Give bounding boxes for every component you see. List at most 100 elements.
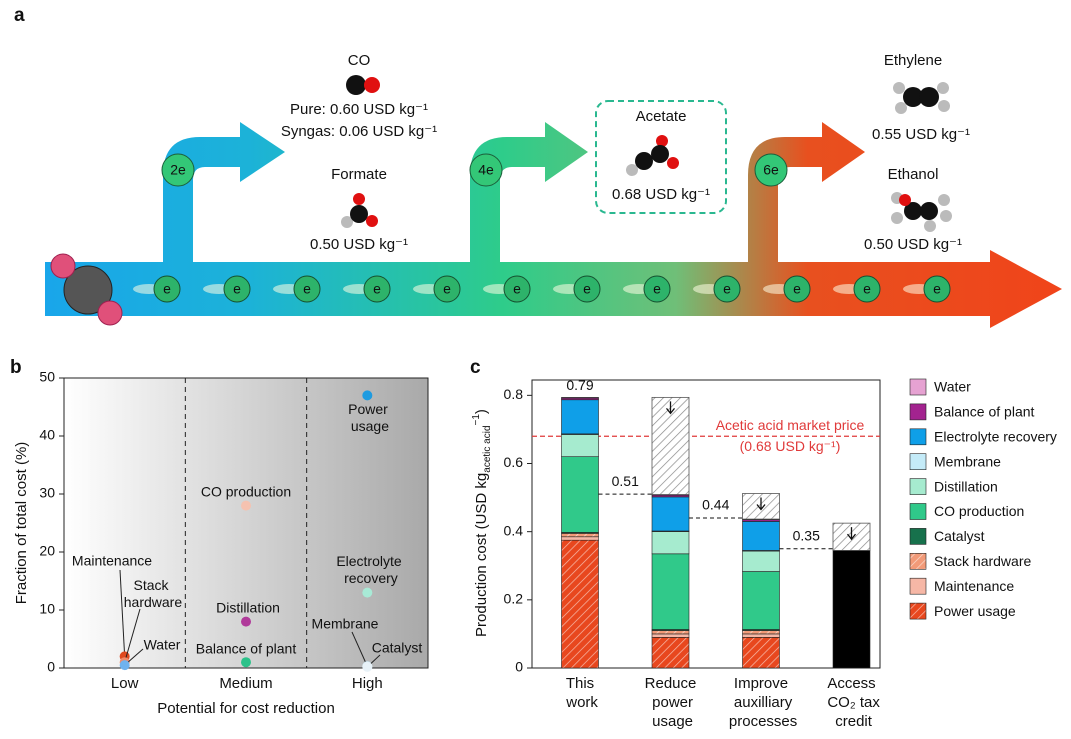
down-arrow [756,497,766,511]
product-name: Ethanol [888,166,939,183]
molecule [656,135,668,147]
electron [153,275,181,303]
y-tick-label: 0 [47,659,55,675]
molecule [924,220,936,232]
branch-arrow [163,122,285,262]
bar-segment [561,539,599,669]
point-label: Membrane [312,616,379,632]
legend-label: Electrolyte recovery [934,429,1057,445]
electron-label: e [793,281,801,297]
electron [293,275,321,303]
molecule [63,265,113,315]
electron [783,275,811,303]
molecule [635,152,653,170]
legend-label: Water [934,379,971,395]
y-tick-label: 30 [39,485,55,501]
electron-label: e [233,281,241,297]
legend-label: Balance of plant [934,404,1035,420]
panel-b: b 0 10 20 30 40 50 Low Medium High Potential for c… [10,357,429,717]
bar-segment [561,533,599,538]
legend-swatch [909,453,927,471]
bar-segment [651,553,690,630]
highlight-box [595,100,727,214]
bar-segment [832,550,871,669]
legend-label: Membrane [934,453,1001,469]
x-tick-label: Improve auxilliary processes [725,675,798,730]
bar-segment [651,531,690,555]
y-tick-label: 0.2 [504,591,524,607]
legend-swatch [909,602,927,620]
point [362,661,373,672]
point [241,500,251,511]
point [362,390,373,401]
step-badge [754,153,788,187]
molecule [919,87,939,107]
plot-frame [531,379,881,669]
point [241,657,251,668]
legend-swatch [909,503,927,520]
bar-segment [561,536,599,541]
point-label: CO production [201,484,291,500]
branch-arrow [748,122,865,262]
molecule [920,202,938,220]
panel-label: b [10,357,22,378]
molecule [364,77,380,93]
electron [923,275,951,303]
product-name: Formate [331,166,387,183]
bar-segment [742,571,780,630]
molecule [346,75,366,95]
molecule [903,87,923,107]
step-label: 6e [763,162,779,178]
electron [503,275,531,303]
step-label: 4e [478,162,494,178]
electron [713,275,741,303]
price: Pure: 0.60 USD kg⁻¹ [290,101,428,118]
y-axis-label-part: ) [473,409,490,414]
electron-label: e [863,281,871,297]
step-badge [161,153,195,187]
electron-label: e [513,281,521,297]
price: 0.50 USD kg⁻¹ [864,236,962,253]
product-name: Acetate [636,108,687,125]
bar-segment [742,630,780,635]
y-axis-label-part: acetic acid [482,425,493,472]
price: 0.50 USD kg⁻¹ [310,236,408,253]
bar-segment [742,637,780,669]
electron-label: e [373,281,381,297]
point [241,616,251,627]
x-tick-label: Medium [219,675,272,692]
x-tick-label: Access CO₂ tax credit [823,675,880,730]
y-tick-label: 0.8 [504,386,524,402]
branch-arrow [470,122,588,262]
molecule [895,102,907,114]
molecule [899,194,911,206]
x-tick-label: This work [562,675,598,711]
panel-label: a [14,5,25,26]
molecule [366,215,378,227]
point-label: Distillation [216,600,280,616]
bar-segment [651,496,690,532]
electron-label: e [723,281,731,297]
down-arrow [665,401,676,415]
electron-label: e [163,281,171,297]
reference-label: (0.68 USD kg⁻¹) [740,438,841,454]
step-label: 2e [170,162,186,178]
price: 0.68 USD kg⁻¹ [612,186,710,203]
total-label: 0.51 [612,473,639,489]
bar-segment [651,630,690,635]
price: Syngas: 0.06 USD kg⁻¹ [281,123,437,140]
plot-frame [63,377,429,669]
bar-segment [561,434,599,457]
molecule [938,194,950,206]
molecule [50,253,76,279]
y-axis-label-part: Production cost (USD kg [473,473,490,637]
electron-label: e [583,281,591,297]
total-label: 0.44 [702,497,729,513]
legend-swatch [909,403,927,421]
down-arrow [846,527,857,541]
bar-segment [742,633,780,638]
point [119,660,130,671]
electron-label: e [443,281,451,297]
y-tick-label: 20 [39,543,55,559]
